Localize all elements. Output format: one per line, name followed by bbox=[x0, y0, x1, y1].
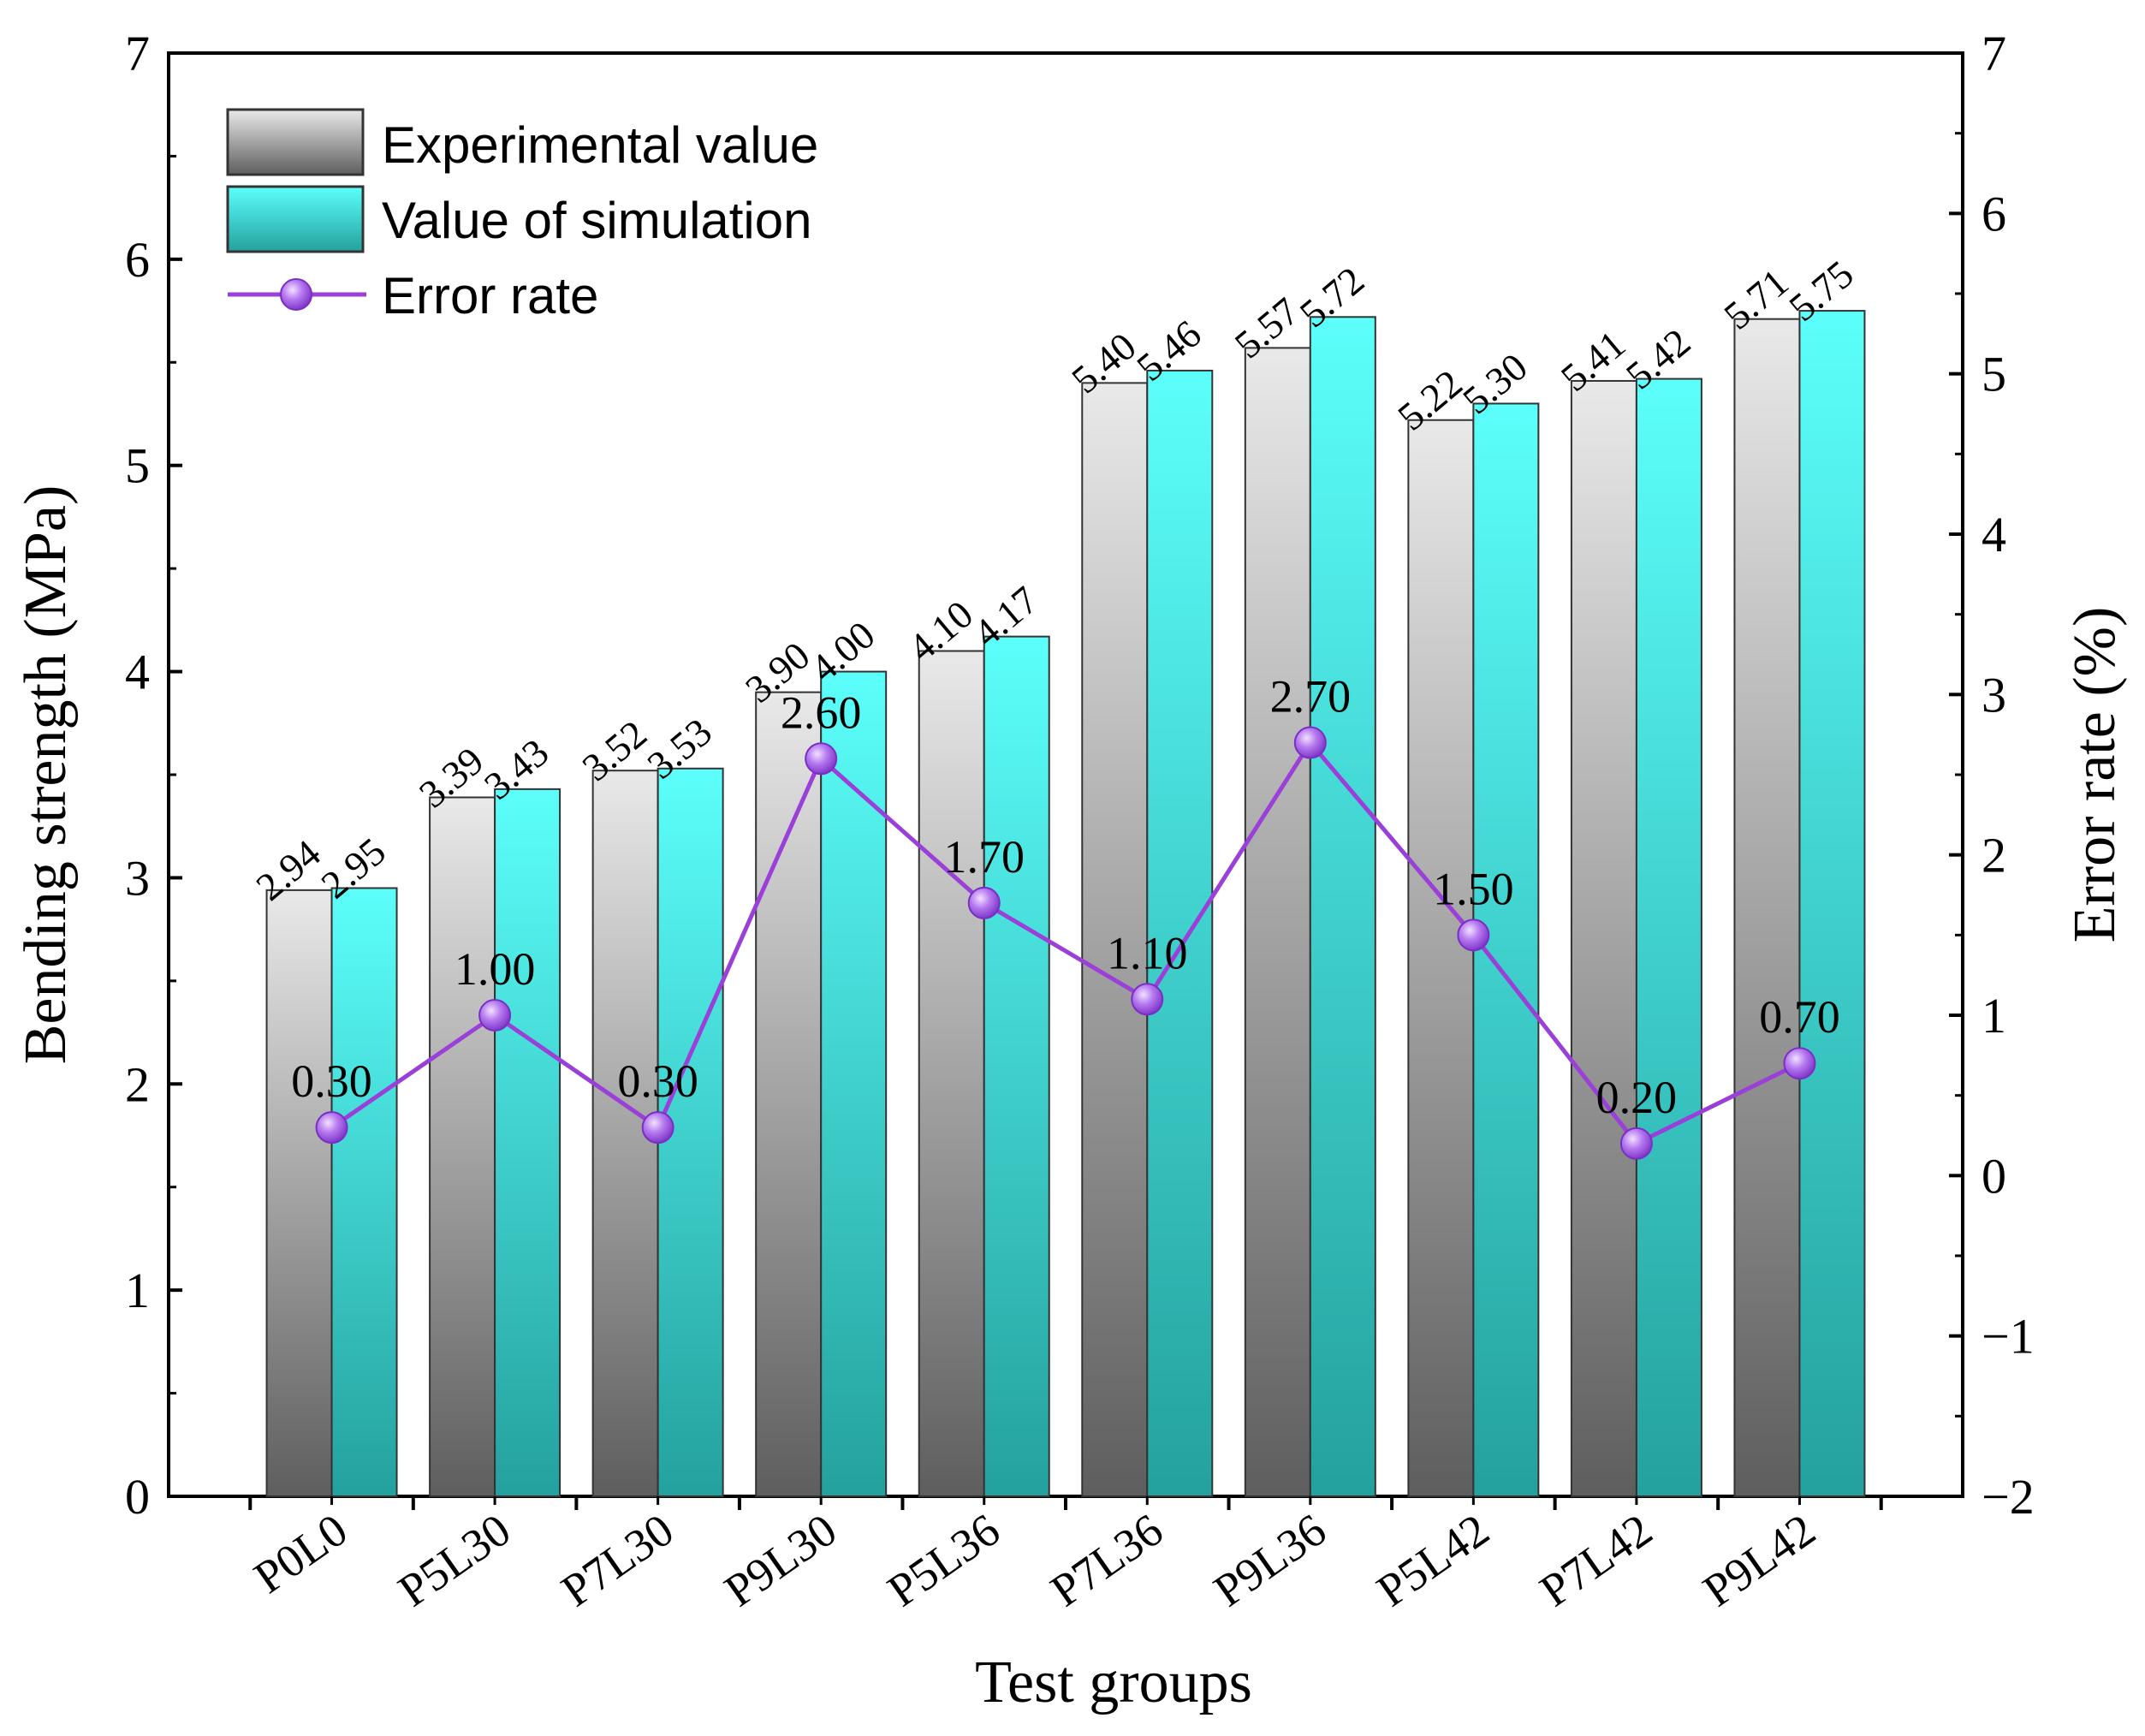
bar-experimental-p0l0 bbox=[265, 889, 333, 1497]
bar-experimental-p5l42 bbox=[1407, 419, 1475, 1497]
error-rate-label: 0.30 bbox=[291, 1055, 372, 1107]
error-rate-line bbox=[330, 739, 1801, 1147]
error-rate-label: 2.70 bbox=[1270, 671, 1352, 722]
bar-simulation-p5l36 bbox=[983, 635, 1050, 1497]
error-rate-point-p5l30 bbox=[478, 999, 512, 1031]
x-tick-label: P7L36 bbox=[1042, 1504, 1172, 1617]
bar-experimental-p9l42 bbox=[1733, 318, 1801, 1498]
y2-tick-label: −2 bbox=[1982, 1469, 2035, 1525]
x-tick-label: P7L30 bbox=[552, 1504, 682, 1617]
legend-label-error: Error rate bbox=[382, 267, 598, 324]
x-axis-title: Test groups bbox=[975, 1650, 1252, 1715]
bar-experimental-p9l30 bbox=[755, 691, 823, 1497]
error-rate-point-p5l36 bbox=[967, 886, 1001, 919]
bar-simulation-p9l36 bbox=[1309, 316, 1376, 1498]
error-rate-label: 1.00 bbox=[455, 943, 536, 995]
error-rate-label: 0.70 bbox=[1759, 991, 1840, 1043]
legend: Experimental value Value of simulation E… bbox=[226, 108, 818, 324]
x-tick-label: P9L36 bbox=[1204, 1504, 1334, 1617]
y-axis-title: Bending strength (MPa) bbox=[13, 485, 79, 1065]
x-tick-label: P7L42 bbox=[1530, 1504, 1661, 1617]
bar-simulation-p7l42 bbox=[1635, 378, 1702, 1497]
legend-swatch-simulation bbox=[226, 185, 365, 253]
bar-simulation-p9l30 bbox=[820, 670, 888, 1497]
y-tick-label: 4 bbox=[125, 645, 150, 700]
x-tick-label: P5L42 bbox=[1368, 1504, 1498, 1617]
error-rate-point-p7l30 bbox=[641, 1111, 674, 1144]
y-tick-label: 5 bbox=[125, 438, 150, 494]
x-tick-label: P5L30 bbox=[389, 1504, 520, 1617]
x-tick-label: P9L30 bbox=[716, 1504, 846, 1617]
error-rate-point-p7l42 bbox=[1619, 1127, 1653, 1160]
y-tick-label: 6 bbox=[125, 232, 150, 288]
bar-simulation-p7l36 bbox=[1146, 369, 1214, 1497]
error-rate-point-p9l36 bbox=[1293, 726, 1327, 759]
error-rate-point-p0l0 bbox=[315, 1111, 348, 1144]
y2-axis-title: Error rate (%) bbox=[2062, 607, 2128, 943]
y2-tick-label: 2 bbox=[1982, 828, 2006, 883]
error-rate-point-p9l42 bbox=[1783, 1047, 1816, 1080]
error-rate-label: 1.50 bbox=[1433, 863, 1514, 914]
y2-tick-label: 0 bbox=[1982, 1148, 2006, 1204]
y-tick-label: 1 bbox=[125, 1263, 150, 1318]
bar-experimental-p7l36 bbox=[1081, 382, 1149, 1497]
error-rate-point-p7l36 bbox=[1131, 983, 1164, 1016]
bar-experimental-p5l36 bbox=[918, 650, 985, 1497]
y2-tick-label: 1 bbox=[1982, 988, 2006, 1043]
bar-simulation-p5l30 bbox=[494, 788, 562, 1497]
bar-simulation-p0l0 bbox=[330, 887, 398, 1497]
bar-experimental-p5l30 bbox=[429, 796, 496, 1497]
y2-tick-label: 5 bbox=[1982, 347, 2006, 402]
error-rate-label: 1.10 bbox=[1107, 927, 1188, 978]
x-tick-label: P5L36 bbox=[878, 1504, 1008, 1617]
y2-tick-label: 6 bbox=[1982, 186, 2006, 241]
x-tick-label: P0L0 bbox=[245, 1504, 356, 1603]
bar-experimental-p7l42 bbox=[1570, 379, 1637, 1497]
simulation-bars bbox=[330, 310, 1866, 1498]
y-tick-label: 2 bbox=[125, 1056, 150, 1112]
legend-swatch-error-marker bbox=[280, 278, 312, 311]
legend-label-experimental: Experimental value bbox=[382, 116, 818, 174]
legend-label-simulation: Value of simulation bbox=[382, 192, 812, 249]
y2-tick-label: −1 bbox=[1982, 1309, 2035, 1364]
legend-swatch-experimental bbox=[226, 108, 365, 176]
error-rate-label: 0.30 bbox=[617, 1055, 698, 1107]
error-rate-label: 1.70 bbox=[943, 831, 1025, 883]
bar-simulation-p9l42 bbox=[1798, 310, 1866, 1498]
y-tick-label: 0 bbox=[125, 1469, 150, 1525]
y2-tick-label: 4 bbox=[1982, 507, 2006, 562]
y-tick-label: 7 bbox=[125, 26, 150, 81]
y-tick-label: 3 bbox=[125, 850, 150, 906]
y2-tick-label: 3 bbox=[1982, 667, 2006, 722]
error-rate-series: 0.30 1.00 0.30 2.60 1.70 1.10 2.70 1.50 0.20 0.70 bbox=[291, 671, 1840, 1160]
x-tick-label: P9L42 bbox=[1694, 1504, 1824, 1617]
error-rate-label: 2.60 bbox=[781, 687, 862, 738]
y2-tick-label: 7 bbox=[1982, 26, 2006, 81]
bar-experimental-p9l36 bbox=[1244, 347, 1311, 1498]
error-rate-point-p5l42 bbox=[1457, 919, 1490, 952]
error-rate-label: 0.20 bbox=[1596, 1072, 1678, 1123]
error-rate-point-p9l30 bbox=[805, 742, 838, 776]
